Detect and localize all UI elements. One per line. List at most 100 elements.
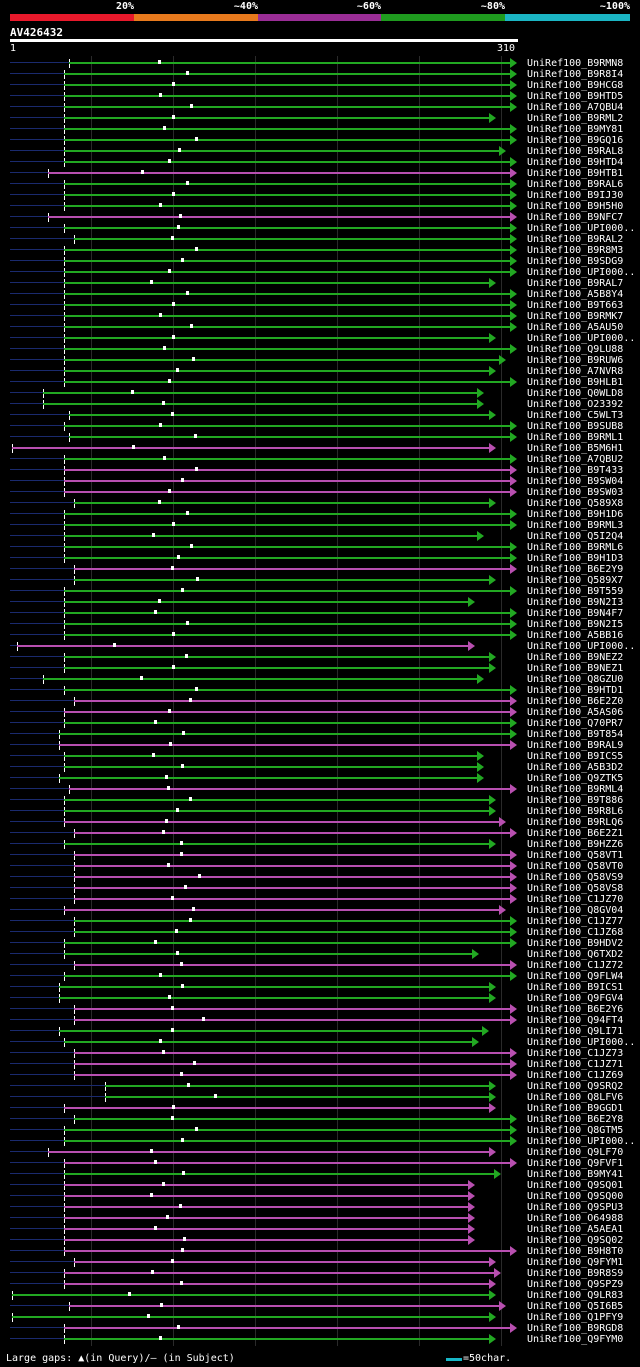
hit-label[interactable]: UniRef100_A5AU50 <box>527 322 624 333</box>
hit-row[interactable]: UniRef100_Q8GV04 <box>0 905 640 916</box>
hit-row[interactable]: UniRef100_Q9SQ01 <box>0 1180 640 1191</box>
hit-label[interactable]: UniRef100_A7QBU2 <box>527 454 624 465</box>
hit-row[interactable]: UniRef100_B6E2Y9 <box>0 564 640 575</box>
hit-row[interactable]: UniRef100_B9NEZ2 <box>0 652 640 663</box>
hit-label[interactable]: UniRef100_B6E2Y9 <box>527 564 624 575</box>
hit-label[interactable]: UniRef100_B9HTD1 <box>527 685 624 696</box>
hit-row[interactable]: UniRef100_B9HLB1 <box>0 377 640 388</box>
hit-label[interactable]: UniRef100_Q1PFY9 <box>527 1312 624 1323</box>
hit-label[interactable]: UniRef100_B9HCG8 <box>527 80 624 91</box>
hit-row[interactable]: UniRef100_Q9ZTK5 <box>0 773 640 784</box>
hit-row[interactable]: UniRef100_C1JZ72 <box>0 960 640 971</box>
hit-label[interactable]: UniRef100_A5B3D2 <box>527 762 624 773</box>
hit-row[interactable]: UniRef100_B9T559 <box>0 586 640 597</box>
hit-row[interactable]: UniRef100_C1JZ71 <box>0 1059 640 1070</box>
hit-label[interactable]: UniRef100_Q9LF70 <box>527 1147 624 1158</box>
hit-row[interactable]: UniRef100_UPI000.. <box>0 1037 640 1048</box>
hit-row[interactable]: UniRef100_B9T663 <box>0 300 640 311</box>
hit-row[interactable]: UniRef100_B9RUW6 <box>0 355 640 366</box>
hit-label[interactable]: UniRef100_C1JZ69 <box>527 1070 624 1081</box>
hit-row[interactable]: UniRef100_A7NVR8 <box>0 366 640 377</box>
hit-label[interactable]: UniRef100_Q70PR7 <box>527 718 624 729</box>
hit-label[interactable]: UniRef100_B5M6H1 <box>527 443 624 454</box>
hit-label[interactable]: UniRef100_C1JZ77 <box>527 916 624 927</box>
hit-row[interactable]: UniRef100_B9N2I5 <box>0 619 640 630</box>
hit-row[interactable]: UniRef100_Q8GTM5 <box>0 1125 640 1136</box>
hit-row[interactable]: UniRef100_B9R8M3 <box>0 245 640 256</box>
hit-label[interactable]: UniRef100_Q5I2Q4 <box>527 531 624 542</box>
hit-row[interactable]: UniRef100_B6E2Z0 <box>0 696 640 707</box>
hit-label[interactable]: UniRef100_Q9FGV4 <box>527 993 624 1004</box>
hit-label[interactable]: UniRef100_B9NEZ1 <box>527 663 624 674</box>
hit-row[interactable]: UniRef100_B9T854 <box>0 729 640 740</box>
hit-label[interactable]: UniRef100_B9ICS1 <box>527 982 624 993</box>
hit-row[interactable]: UniRef100_B9MY81 <box>0 124 640 135</box>
hit-label[interactable]: UniRef100_Q58VS8 <box>527 883 624 894</box>
hit-label[interactable]: UniRef100_B9GGD1 <box>527 1103 624 1114</box>
hit-row[interactable]: UniRef100_B9IJ30 <box>0 190 640 201</box>
hit-label[interactable]: UniRef100_Q9FYM0 <box>527 1334 624 1345</box>
hit-label[interactable]: UniRef100_Q589X8 <box>527 498 624 509</box>
hit-label[interactable]: UniRef100_Q0WLD8 <box>527 388 624 399</box>
hit-row[interactable]: UniRef100_Q70PR7 <box>0 718 640 729</box>
hit-row[interactable]: UniRef100_UPI000.. <box>0 1136 640 1147</box>
hit-label[interactable]: UniRef100_B9ICS5 <box>527 751 624 762</box>
hit-label[interactable]: UniRef100_B9RAL7 <box>527 278 624 289</box>
hit-row[interactable]: UniRef100_A5AS06 <box>0 707 640 718</box>
hit-row[interactable]: UniRef100_B9HZZ6 <box>0 839 640 850</box>
hit-row[interactable]: UniRef100_B9HTD5 <box>0 91 640 102</box>
hit-row[interactable]: UniRef100_Q5I6B5 <box>0 1301 640 1312</box>
hit-row[interactable]: UniRef100_B9ICS1 <box>0 982 640 993</box>
hit-label[interactable]: UniRef100_B9SUB8 <box>527 421 624 432</box>
hit-label[interactable]: UniRef100_Q8GZU0 <box>527 674 624 685</box>
hit-label[interactable]: UniRef100_B9RML6 <box>527 542 624 553</box>
hit-label[interactable]: UniRef100_B9H5H0 <box>527 201 624 212</box>
hit-label[interactable]: UniRef100_Q9ZTK5 <box>527 773 624 784</box>
hit-row[interactable]: UniRef100_B9HCG8 <box>0 80 640 91</box>
hit-label[interactable]: UniRef100_Q9SQ01 <box>527 1180 624 1191</box>
hit-label[interactable]: UniRef100_B9RML1 <box>527 432 624 443</box>
hit-label[interactable]: UniRef100_B9R8S9 <box>527 1268 624 1279</box>
hit-row[interactable]: UniRef100_B9H1D6 <box>0 509 640 520</box>
hit-row[interactable]: UniRef100_Q58VT1 <box>0 850 640 861</box>
hit-label[interactable]: UniRef100_B9R8M3 <box>527 245 624 256</box>
hit-label[interactable]: UniRef100_B9T886 <box>527 795 624 806</box>
hit-row[interactable]: UniRef100_A7QBU4 <box>0 102 640 113</box>
hit-row[interactable]: UniRef100_B9RAL7 <box>0 278 640 289</box>
hit-label[interactable]: UniRef100_B9MY81 <box>527 124 624 135</box>
hit-label[interactable]: UniRef100_B9GQ16 <box>527 135 624 146</box>
hit-row[interactable]: UniRef100_C5WLT3 <box>0 410 640 421</box>
hit-row[interactable]: UniRef100_B9RML6 <box>0 542 640 553</box>
hit-label[interactable]: UniRef100_B9RGD8 <box>527 1323 624 1334</box>
hit-label[interactable]: UniRef100_B9N2I5 <box>527 619 624 630</box>
hit-row[interactable]: UniRef100_A7QBU2 <box>0 454 640 465</box>
hit-row[interactable]: UniRef100_Q5I2Q4 <box>0 531 640 542</box>
hit-row[interactable]: UniRef100_Q9FYM1 <box>0 1257 640 1268</box>
hit-label[interactable]: UniRef100_B9T663 <box>527 300 624 311</box>
hit-row[interactable]: UniRef100_O23392 <box>0 399 640 410</box>
hit-row[interactable]: UniRef100_Q58VS8 <box>0 883 640 894</box>
hit-label[interactable]: UniRef100_B9H1D6 <box>527 509 624 520</box>
hit-label[interactable]: UniRef100_C5WLT3 <box>527 410 624 421</box>
hit-row[interactable]: UniRef100_UPI000.. <box>0 223 640 234</box>
hit-row[interactable]: UniRef100_B9RMK7 <box>0 311 640 322</box>
hit-row[interactable]: UniRef100_Q0WLD8 <box>0 388 640 399</box>
hit-label[interactable]: UniRef100_UPI000.. <box>527 1136 636 1147</box>
hit-row[interactable]: UniRef100_B9HDV2 <box>0 938 640 949</box>
hit-row[interactable]: UniRef100_B9RAL2 <box>0 234 640 245</box>
hit-label[interactable]: UniRef100_Q589X7 <box>527 575 624 586</box>
hit-row[interactable]: UniRef100_B6E2Z1 <box>0 828 640 839</box>
hit-label[interactable]: UniRef100_Q9FYM1 <box>527 1257 624 1268</box>
hit-label[interactable]: UniRef100_Q94FT4 <box>527 1015 624 1026</box>
hit-label[interactable]: UniRef100_Q5I6B5 <box>527 1301 624 1312</box>
hit-label[interactable]: UniRef100_A5B8Y4 <box>527 289 624 300</box>
hit-label[interactable]: UniRef100_B9RLQ6 <box>527 817 624 828</box>
hit-label[interactable]: UniRef100_B9R8I4 <box>527 69 624 80</box>
hit-row[interactable]: UniRef100_B9GQ16 <box>0 135 640 146</box>
hit-label[interactable]: UniRef100_B9RUW6 <box>527 355 624 366</box>
hit-label[interactable]: UniRef100_UPI000.. <box>527 1037 636 1048</box>
hit-label[interactable]: UniRef100_B9NEZ2 <box>527 652 624 663</box>
hit-label[interactable]: UniRef100_B9HTB1 <box>527 168 624 179</box>
hit-row[interactable]: UniRef100_B9NEZ1 <box>0 663 640 674</box>
hit-row[interactable]: UniRef100_B9ICS5 <box>0 751 640 762</box>
